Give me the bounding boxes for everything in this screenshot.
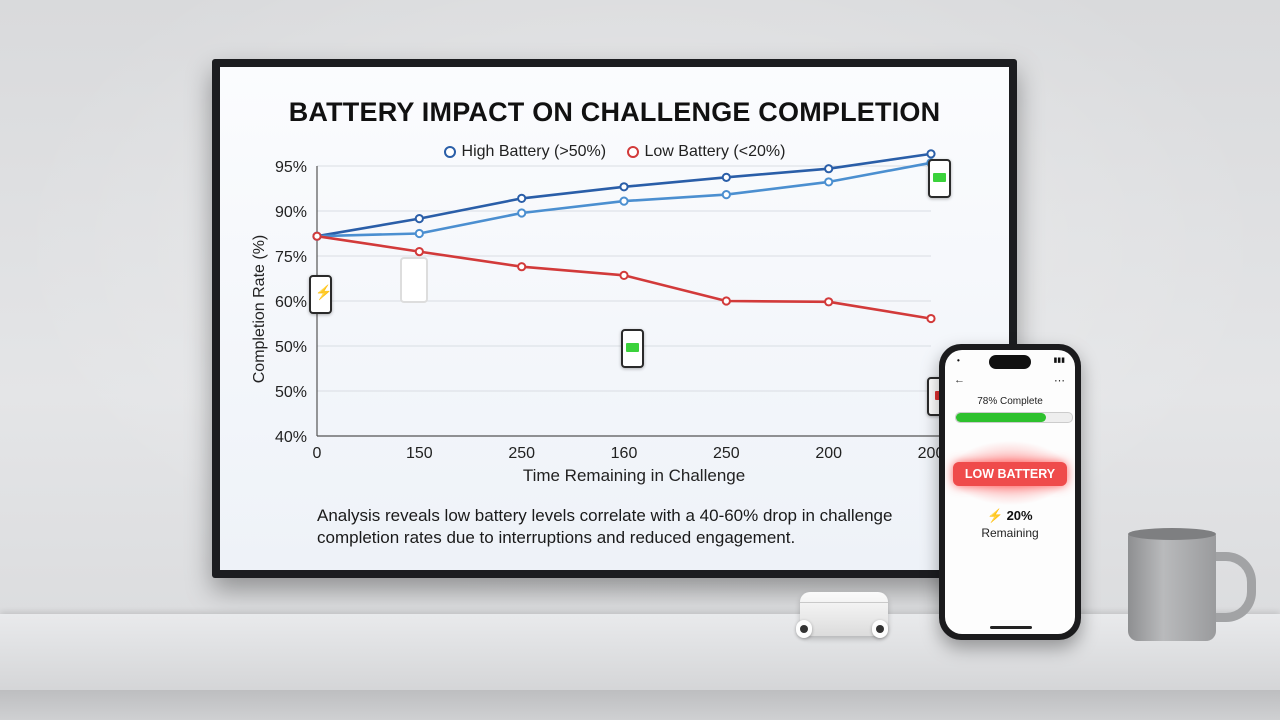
legend-marker-low-icon — [626, 146, 639, 158]
status-time-icon: • — [957, 356, 960, 365]
y-tick-label: 90% — [275, 204, 307, 221]
y-axis-label: Completion Rate (%) — [251, 235, 268, 384]
shelf-edge — [0, 690, 1280, 720]
x-tick-label: 150 — [406, 445, 433, 462]
analysis-caption: Analysis reveals low battery levels corr… — [317, 506, 893, 547]
data-point-0-5[interactable] — [824, 164, 834, 174]
y-tick-label: 50% — [275, 339, 307, 356]
legend-marker-high-icon — [443, 146, 456, 158]
data-point-0-6[interactable] — [926, 149, 936, 159]
chart-title: BATTERY IMPACT ON CHALLENGE COMPLETION — [288, 97, 941, 127]
phone-full-battery-icon — [928, 159, 951, 198]
battery-remaining-pct: 20% — [1006, 508, 1033, 523]
y-tick-label: 75% — [275, 249, 307, 266]
data-point-1-5[interactable] — [824, 177, 834, 187]
progress-label: 78% Complete — [977, 396, 1043, 407]
progress-bar-fill — [956, 413, 1047, 422]
phone-blank-icon — [400, 257, 428, 303]
phone-full-battery-icon — [621, 329, 644, 368]
data-point-1-2[interactable] — [517, 208, 527, 218]
legend-item-low[interactable]: Low Battery (<20%) — [626, 143, 786, 161]
phone-screen: • ▮▮▮ ← ⋯ 78% Complete LOW BATTERY ⚡ 20% … — [945, 350, 1075, 634]
dynamic-island — [989, 355, 1031, 369]
mug-rim — [1128, 528, 1216, 540]
progress-bar — [955, 412, 1073, 423]
smartphone: • ▮▮▮ ← ⋯ 78% Complete LOW BATTERY ⚡ 20% … — [939, 344, 1081, 640]
more-options-icon[interactable]: ⋯ — [1054, 375, 1065, 387]
x-tick-label: 250 — [713, 445, 740, 462]
status-signal-icon: ▮▮▮ — [1053, 357, 1065, 364]
data-point-2-5[interactable] — [824, 297, 834, 307]
case-seam — [800, 602, 888, 603]
data-point-2-4[interactable] — [721, 296, 731, 306]
data-point-0-3[interactable] — [619, 182, 629, 192]
data-point-2-1[interactable] — [414, 246, 424, 257]
low-battery-alert[interactable]: LOW BATTERY — [953, 462, 1067, 486]
x-tick-label: 200 — [815, 445, 842, 462]
legend-item-high[interactable]: High Battery (>50%) — [443, 143, 607, 161]
earbud-left — [796, 620, 812, 638]
x-axis-label: Time Remaining in Challenge — [523, 466, 745, 485]
tv-monitor: BATTERY IMPACT ON CHALLENGE COMPLETION H… — [212, 59, 1017, 578]
coffee-mug — [1128, 533, 1216, 641]
data-point-0-1[interactable] — [414, 214, 424, 224]
data-point-2-3[interactable] — [619, 270, 629, 280]
home-indicator — [990, 626, 1032, 629]
shelf — [0, 614, 1280, 696]
data-point-1-1[interactable] — [414, 228, 424, 239]
mug-handle — [1203, 552, 1256, 622]
legend-label-high: High Battery (>50%) — [461, 143, 607, 160]
x-tick-label: 200 — [918, 445, 945, 462]
x-tick-label: 160 — [611, 445, 638, 462]
back-arrow-icon[interactable]: ← — [954, 374, 965, 386]
battery-remaining-value: ⚡ 20% — [945, 508, 1075, 524]
data-point-2-2[interactable] — [517, 262, 527, 272]
data-point-0-4[interactable] — [721, 172, 731, 182]
x-tick-label: 250 — [508, 445, 535, 462]
y-tick-label: 95% — [275, 159, 307, 176]
x-tick-label: 0 — [313, 445, 322, 462]
tv-screen: BATTERY IMPACT ON CHALLENGE COMPLETION H… — [220, 67, 1009, 570]
chart-legend: High Battery (>50%) Low Battery (<20%) — [220, 143, 1009, 163]
y-tick-label: 60% — [275, 294, 307, 311]
y-tick-label: 50% — [275, 384, 307, 401]
phone-low-battery-icon: ⚡ — [309, 275, 332, 314]
battery-remaining-label: Remaining — [981, 526, 1039, 540]
data-point-2-6[interactable] — [926, 313, 936, 324]
lightning-bolt-icon: ⚡ — [987, 508, 1004, 523]
data-point-1-3[interactable] — [619, 196, 629, 206]
data-point-0-2[interactable] — [517, 193, 527, 203]
data-point-1-4[interactable] — [721, 190, 731, 200]
legend-label-low: Low Battery (<20%) — [644, 143, 786, 160]
y-tick-label: 40% — [275, 429, 307, 446]
earbud-right — [872, 620, 888, 638]
data-point-2-0[interactable] — [312, 231, 322, 241]
line-chart: 40% 50% 50% 60% 75% 90% 95% 0 150 250 160 250 200 200… — [251, 149, 945, 485]
